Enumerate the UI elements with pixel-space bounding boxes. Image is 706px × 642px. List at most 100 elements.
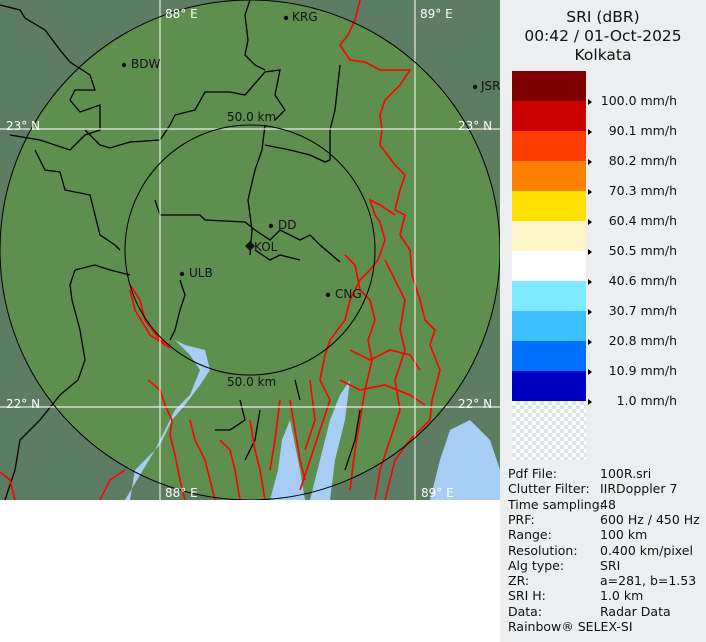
info-value: a=281, b=1.53	[600, 573, 697, 589]
legend-color-block	[512, 371, 586, 401]
legend-color-block	[512, 71, 586, 101]
legend-panel: SRI (dBR) 00:42 / 01-Oct-2025 Kolkata 10…	[500, 0, 706, 642]
info-row: ZR: a=281, b=1.53	[508, 573, 696, 588]
place-krg[interactable]: KRG	[283, 10, 318, 24]
info-key: Time sampling:	[508, 496, 604, 512]
grid-label-lat-22-left: 22° N	[6, 397, 40, 411]
legend-tick-icon	[588, 128, 592, 135]
legend-label: 50.5 mm/h	[588, 243, 677, 258]
legend-tick-icon	[588, 398, 592, 405]
info-value: 600 Hz / 450 Hz	[600, 511, 700, 527]
legend-color-block	[512, 281, 586, 311]
grid-label-lon-88-top: 88° E	[165, 7, 198, 21]
svg-text:JSR: JSR	[480, 79, 500, 93]
datetime: 00:42 / 01-Oct-2025	[524, 27, 682, 45]
place-dd[interactable]: DD	[268, 218, 297, 232]
info-row: Resolution: 0.400 km/pixel	[508, 543, 693, 558]
info-key: ZR:	[508, 573, 530, 589]
svg-text:BDW: BDW	[131, 57, 160, 71]
info-key: Clutter Filter:	[508, 481, 590, 497]
legend-label-text: 90.1 mm/h	[608, 123, 677, 138]
legend-label: 40.6 mm/h	[588, 273, 677, 288]
legend-tick-icon	[588, 368, 592, 375]
info-row: Time sampling:48	[508, 497, 616, 512]
info-value: 0.400 km/pixel	[600, 542, 693, 558]
svg-text:DD: DD	[278, 218, 296, 232]
radar-map[interactable]: 88° E 89° E 88° E 89° E 23° N 23° N 22° …	[0, 0, 500, 500]
lat-lon-grid	[0, 0, 500, 500]
legend-label: 70.3 mm/h	[588, 183, 677, 198]
grid-label-lon-88-bottom: 88° E	[165, 486, 198, 500]
legend-tick-icon	[588, 278, 592, 285]
legend-tick-icon	[588, 308, 592, 315]
range-label-top: 50.0 km	[227, 110, 276, 124]
info-row: Alg type: SRI	[508, 558, 620, 573]
legend-label-text: 80.2 mm/h	[608, 153, 677, 168]
legend-label-text: 60.4 mm/h	[608, 213, 677, 228]
legend-tick-icon	[588, 158, 592, 165]
international-border	[0, 0, 441, 500]
legend-tick-icon	[588, 248, 592, 255]
info-row: PRF: 600 Hz / 450 Hz	[508, 512, 700, 527]
info-value: SRI	[600, 557, 621, 573]
legend-label: 60.4 mm/h	[588, 213, 677, 228]
info-key: Data:	[508, 603, 543, 619]
svg-text:KRG: KRG	[292, 10, 318, 24]
legend-color-block	[512, 311, 586, 341]
legend-label-text: 10.9 mm/h	[608, 363, 677, 378]
legend-label: 80.2 mm/h	[588, 153, 677, 168]
bay-of-bengal-water	[125, 340, 500, 500]
place-ulb[interactable]: ULB	[179, 266, 213, 280]
legend-label-text: 40.6 mm/h	[608, 273, 677, 288]
legend-label-text: 70.3 mm/h	[608, 183, 677, 198]
info-key: Alg type:	[508, 557, 565, 573]
info-value: 1.0 km	[600, 588, 644, 604]
legend-label: 1.0 mm/h	[588, 393, 677, 408]
info-key: Range:	[508, 527, 552, 543]
legend-tick-icon	[588, 338, 592, 345]
legend-label-text: 100.0 mm/h	[600, 93, 677, 108]
range-ring-50km	[124, 124, 376, 376]
product-title: SRI (dBR)	[566, 8, 640, 26]
legend-tick-icon	[588, 218, 592, 225]
place-bdw[interactable]: BDW	[121, 57, 161, 71]
legend-no-data-block	[512, 401, 586, 460]
info-key: Pdf File:	[508, 466, 557, 481]
svg-text:KOL: KOL	[254, 240, 278, 254]
grid-label-lon-89-bottom: 89° E	[421, 486, 454, 500]
info-value: Radar Data	[600, 603, 671, 619]
legend-label-text: 50.5 mm/h	[608, 243, 677, 258]
legend-tick-icon	[588, 188, 592, 195]
info-row: Clutter Filter: IIRDoppler 7	[508, 481, 677, 496]
grid-label-lat-23-right: 23° N	[458, 119, 492, 133]
info-key: Resolution:	[508, 542, 578, 558]
legend-color-block	[512, 251, 586, 281]
info-value: 48	[600, 496, 616, 512]
place-kol[interactable]: KOL	[245, 240, 278, 254]
svg-text:CNG: CNG	[335, 287, 362, 301]
site-name: Kolkata	[574, 46, 632, 64]
grid-label-lat-22-right: 22° N	[458, 397, 492, 411]
legend-label-text: 1.0 mm/h	[616, 393, 677, 408]
legend-label: 90.1 mm/h	[588, 123, 677, 138]
place-markers: KRG BDW JSR DD KOL ULB CNG	[121, 10, 500, 301]
legend-label-text: 20.8 mm/h	[608, 333, 677, 348]
info-row: Pdf File: 100R.sri	[508, 466, 651, 481]
place-cng[interactable]: CNG	[325, 287, 362, 301]
place-jsr[interactable]: JSR	[472, 79, 500, 93]
legend-color-block	[512, 161, 586, 191]
info-key: PRF:	[508, 511, 535, 527]
legend-tick-icon	[588, 98, 592, 105]
legend-color-block	[512, 221, 586, 251]
info-value: IIRDoppler 7	[600, 481, 678, 497]
range-label-bottom: 50.0 km	[227, 375, 276, 389]
legend-label: 100.0 mm/h	[588, 93, 677, 108]
legend-label-text: 30.7 mm/h	[608, 303, 677, 318]
legend-color-block	[512, 131, 586, 161]
legend-color-block	[512, 191, 586, 221]
legend-label: 10.9 mm/h	[588, 363, 677, 378]
range-rings	[0, 0, 500, 500]
legend-label: 30.7 mm/h	[588, 303, 677, 318]
info-row: Range: 100 km	[508, 527, 647, 542]
legend-color-block	[512, 101, 586, 131]
